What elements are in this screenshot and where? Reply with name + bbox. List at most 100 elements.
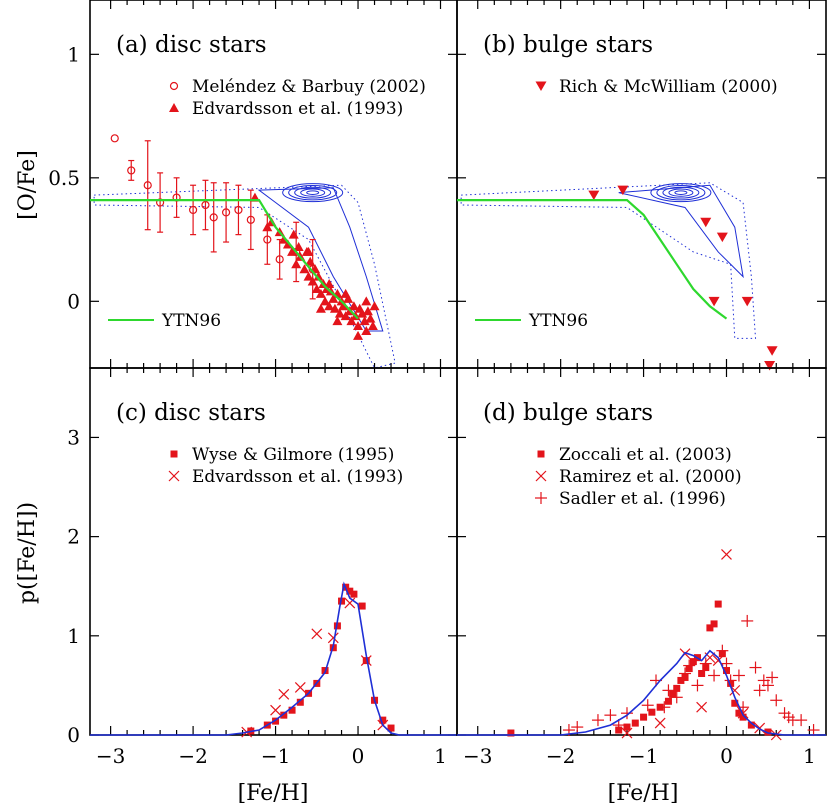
- data-point: [721, 549, 732, 560]
- data-point: [571, 721, 584, 734]
- data-point: [700, 217, 712, 228]
- data-point: [353, 330, 364, 340]
- data-point: [735, 709, 743, 717]
- data-point: [588, 190, 600, 201]
- data-point: [770, 729, 782, 741]
- panels: 1 0.5 0 (a) disc stars Meléndez & Barbuy (20…: [48, 0, 827, 768]
- data-point: [313, 271, 324, 281]
- data-point: [327, 632, 339, 644]
- data-point: [340, 288, 351, 298]
- data-point: [807, 724, 820, 737]
- data-point: [328, 293, 339, 303]
- data-point: [305, 256, 316, 266]
- data-point: [361, 296, 372, 306]
- data-point: [293, 241, 304, 251]
- legend-marker: [535, 470, 547, 482]
- data-point: [350, 590, 358, 598]
- data-point: [662, 684, 675, 697]
- x-axis-label-left: [Fe/H]: [238, 781, 309, 806]
- y-tick-label: 3: [67, 425, 80, 449]
- density-contours: [460, 182, 757, 339]
- legend-marker: [168, 470, 180, 482]
- data-point: [209, 213, 218, 222]
- x-stroke: [168, 470, 180, 482]
- density-contour: [618, 184, 744, 279]
- data-point: [311, 628, 323, 640]
- data-point: [753, 684, 766, 697]
- x-stroke: [770, 729, 782, 741]
- data-point: [747, 721, 755, 729]
- series-wyse-gilmore-1995: Wyse & Gilmore (1995): [170, 445, 395, 735]
- x-stroke: [712, 655, 724, 667]
- x-tick-label: −2: [178, 744, 207, 768]
- series-line: [457, 649, 826, 736]
- data-point: [263, 235, 272, 244]
- x-tick-label: 1: [434, 744, 447, 768]
- legend-label: Meléndez & Barbuy (2002): [192, 77, 426, 97]
- data-point: [346, 316, 357, 326]
- data-point: [288, 706, 296, 714]
- data-point: [272, 717, 280, 725]
- density-contour-outer: [460, 182, 757, 339]
- density-contour-outer: [93, 184, 396, 369]
- data-point: [679, 667, 692, 680]
- data-point: [201, 200, 210, 210]
- data-point: [654, 717, 666, 729]
- x-tick-label: −1: [261, 744, 290, 768]
- legend-label: Zoccali et al. (2003): [559, 445, 732, 465]
- x-stroke: [535, 470, 547, 482]
- data-point: [143, 181, 152, 190]
- data-point: [294, 681, 306, 693]
- legend-marker: [535, 81, 547, 91]
- data-point: [766, 346, 778, 356]
- series-curve: [90, 581, 457, 736]
- legend-label: Sadler et al. (1996): [559, 489, 726, 509]
- density-contour: [656, 184, 706, 201]
- data-point: [353, 321, 364, 331]
- y-axis-label-top: [O/Fe]: [15, 150, 40, 220]
- x-tick-label: −2: [546, 744, 575, 768]
- data-point: [361, 325, 372, 335]
- data-point: [234, 205, 243, 215]
- data-point: [359, 316, 370, 326]
- data-point: [689, 658, 697, 666]
- y-tick-label: 1: [67, 624, 80, 648]
- series-edvardsson-et-al-1993: Edvardsson et al. (1993): [169, 99, 403, 340]
- data-point: [617, 185, 629, 196]
- density-contour: [294, 186, 332, 199]
- x-tick-label: 1: [803, 744, 816, 768]
- data-point: [641, 699, 654, 712]
- x-stroke: [278, 688, 290, 700]
- data-point: [623, 723, 631, 731]
- data-point: [324, 279, 335, 289]
- data-point: [127, 166, 136, 175]
- data-point: [591, 714, 604, 727]
- data-point: [722, 667, 730, 675]
- data-point: [764, 728, 772, 736]
- density-contour: [674, 190, 688, 195]
- density-contour: [282, 183, 344, 203]
- data-point: [262, 222, 273, 232]
- data-point: [741, 296, 753, 307]
- data-point: [280, 711, 288, 719]
- legend-marker: [537, 450, 545, 458]
- data-point: [348, 301, 359, 311]
- data-point: [670, 691, 683, 704]
- x-axis-label-right: [Fe/H]: [608, 781, 679, 806]
- legend-label: YTN96: [528, 311, 588, 331]
- density-contour: [650, 183, 712, 203]
- data-point: [303, 271, 314, 281]
- data-point: [761, 679, 774, 692]
- data-point: [640, 713, 648, 721]
- data-point: [307, 276, 318, 286]
- data-point: [770, 694, 783, 707]
- data-point: [741, 614, 754, 627]
- data-point: [669, 690, 677, 698]
- data-point: [334, 308, 345, 318]
- data-point: [387, 724, 395, 732]
- legend-label: YTN96: [161, 311, 221, 331]
- series-mel-ndez-barbuy-2002: Meléndez & Barbuy (2002): [110, 77, 426, 300]
- series-rich-mcwilliam-2000: Rich & McWilliam (2000): [535, 77, 778, 371]
- series-ytn96: YTN96: [90, 199, 359, 331]
